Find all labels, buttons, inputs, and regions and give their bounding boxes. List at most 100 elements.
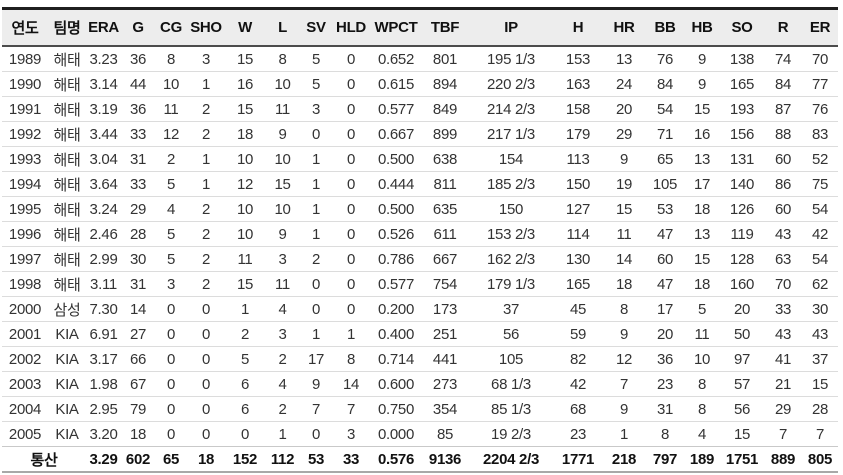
cell-hb: 4 bbox=[684, 421, 720, 447]
cell-sv: 1 bbox=[300, 321, 332, 347]
cell-team: 해태 bbox=[48, 246, 86, 272]
cell-tbf: 273 bbox=[422, 371, 468, 397]
cell-bb: 76 bbox=[656, 50, 674, 68]
column-header-sv: SV bbox=[300, 8, 332, 47]
cell-tbf: 754 bbox=[422, 271, 468, 297]
total-tbf: 9136 bbox=[422, 446, 468, 473]
cell-cg: 4 bbox=[155, 196, 187, 222]
cell-hb: 10 bbox=[684, 346, 720, 372]
cell-r: 29 bbox=[764, 396, 802, 422]
cell-cg: 0 bbox=[155, 371, 187, 397]
cell-era: 3.24 bbox=[86, 196, 121, 222]
cell-year: 2005 bbox=[2, 421, 48, 447]
cell-team: 해태 bbox=[48, 96, 86, 122]
total-l: 112 bbox=[265, 446, 300, 473]
cell-sv: 5 bbox=[311, 50, 321, 68]
cell-hb: 18 bbox=[684, 271, 720, 297]
cell-l: 9 bbox=[265, 221, 300, 247]
cell-cg: 5 bbox=[155, 246, 187, 272]
cell-era: 2.99 bbox=[86, 246, 121, 272]
cell-g: 67 bbox=[121, 371, 155, 397]
cell-h: 68 bbox=[554, 396, 602, 422]
table-row-1991: 1991 해태 3.19 36 11 2 15 11 3 0 0.577 849 214 2/3 158 2… bbox=[2, 96, 838, 122]
cell-sv: 1 bbox=[300, 171, 332, 197]
cell-w: 5 bbox=[225, 346, 265, 372]
cell-sho: 1 bbox=[187, 146, 225, 172]
cell-so: 160 bbox=[720, 271, 764, 297]
column-header-cg: CG bbox=[155, 8, 187, 47]
cell-bb: 36 bbox=[646, 346, 684, 372]
cell-tbf: 173 bbox=[422, 296, 468, 322]
cell-team: KIA bbox=[48, 421, 86, 447]
cell-hld: 0 bbox=[346, 50, 356, 68]
cell-era: 3.17 bbox=[86, 346, 121, 372]
table-row-1989: 1989 해태 3.23 36 8 3 15 8 5 0 0.652 801 195 1/3 153 13 7… bbox=[2, 46, 838, 72]
cell-year: 1992 bbox=[2, 121, 48, 147]
cell-so: 140 bbox=[720, 171, 764, 197]
cell-hld: 14 bbox=[332, 371, 370, 397]
cell-year: 2000 bbox=[2, 296, 48, 322]
cell-w: 15 bbox=[225, 271, 265, 297]
cell-g: 66 bbox=[121, 346, 155, 372]
cell-hr: 11 bbox=[602, 221, 646, 247]
table-row-1998: 1998 해태 3.11 31 3 2 15 11 0 0 0.577 754 179 1/3 165 18… bbox=[2, 271, 838, 297]
cell-l: 2 bbox=[265, 396, 300, 422]
cell-year: 1998 bbox=[2, 271, 48, 297]
cell-er: 52 bbox=[802, 146, 838, 172]
column-header-hb: HB bbox=[684, 8, 720, 47]
cell-hld: 0 bbox=[332, 221, 370, 247]
table-row-1996: 1996 해태 2.46 28 5 2 10 9 1 0 0.526 611 153 2/3 114 11 4… bbox=[2, 221, 838, 247]
cell-l: 15 bbox=[265, 171, 300, 197]
cell-hld: 7 bbox=[332, 396, 370, 422]
cell-tbf: 899 bbox=[422, 121, 468, 147]
cell-ip: 179 1/3 bbox=[468, 271, 554, 297]
total-wpct: 0.576 bbox=[370, 446, 422, 473]
cell-r: 43 bbox=[764, 221, 802, 247]
cell-sho: 2 bbox=[187, 271, 225, 297]
cell-w: 10 bbox=[225, 196, 265, 222]
cell-w: 1 bbox=[225, 296, 265, 322]
cell-tbf: 801 bbox=[432, 50, 458, 68]
cell-g: 44 bbox=[121, 71, 155, 97]
cell-ip: 68 1/3 bbox=[468, 371, 554, 397]
cell-sho: 2 bbox=[187, 196, 225, 222]
cell-wpct: 0.444 bbox=[370, 171, 422, 197]
cell-sv: 9 bbox=[300, 371, 332, 397]
cell-l: 10 bbox=[265, 146, 300, 172]
cell-tbf: 811 bbox=[422, 171, 468, 197]
total-era: 3.29 bbox=[86, 446, 121, 473]
cell-cg: 8 bbox=[166, 50, 176, 68]
table-row-2005: 2005 KIA 3.20 18 0 0 0 1 0 3 0.000 85 19 2/3 23 1 8 4 15 7… bbox=[2, 421, 838, 447]
cell-hb: 11 bbox=[684, 321, 720, 347]
cell-era: 3.11 bbox=[86, 271, 121, 297]
cell-g: 28 bbox=[121, 221, 155, 247]
cell-bb: 47 bbox=[646, 221, 684, 247]
column-header-r: R bbox=[764, 8, 802, 47]
cell-g: 31 bbox=[121, 146, 155, 172]
cell-h: 114 bbox=[554, 221, 602, 247]
total-h: 1771 bbox=[554, 446, 602, 473]
cell-h: 163 bbox=[554, 71, 602, 97]
cell-r: 63 bbox=[764, 246, 802, 272]
cell-era: 3.19 bbox=[86, 96, 121, 122]
cell-era: 3.04 bbox=[86, 146, 121, 172]
cell-r: 43 bbox=[764, 321, 802, 347]
cell-so: 56 bbox=[720, 396, 764, 422]
cell-l: 3 bbox=[265, 321, 300, 347]
cell-ip: 153 2/3 bbox=[468, 221, 554, 247]
cell-g: 33 bbox=[121, 121, 155, 147]
cell-hb: 8 bbox=[684, 396, 720, 422]
cell-wpct: 0.000 bbox=[370, 421, 422, 447]
cell-bb: 105 bbox=[646, 171, 684, 197]
cell-team: 해태 bbox=[48, 71, 86, 97]
cell-wpct: 0.667 bbox=[370, 121, 422, 147]
cell-wpct: 0.526 bbox=[370, 221, 422, 247]
cell-team: 해태 bbox=[48, 146, 86, 172]
cell-h: 130 bbox=[554, 246, 602, 272]
total-hb: 189 bbox=[684, 446, 720, 473]
column-header-sho: SHO bbox=[187, 8, 225, 47]
cell-bb: 60 bbox=[646, 246, 684, 272]
cell-cg: 10 bbox=[155, 71, 187, 97]
cell-hb: 15 bbox=[684, 96, 720, 122]
cell-r: 21 bbox=[764, 371, 802, 397]
